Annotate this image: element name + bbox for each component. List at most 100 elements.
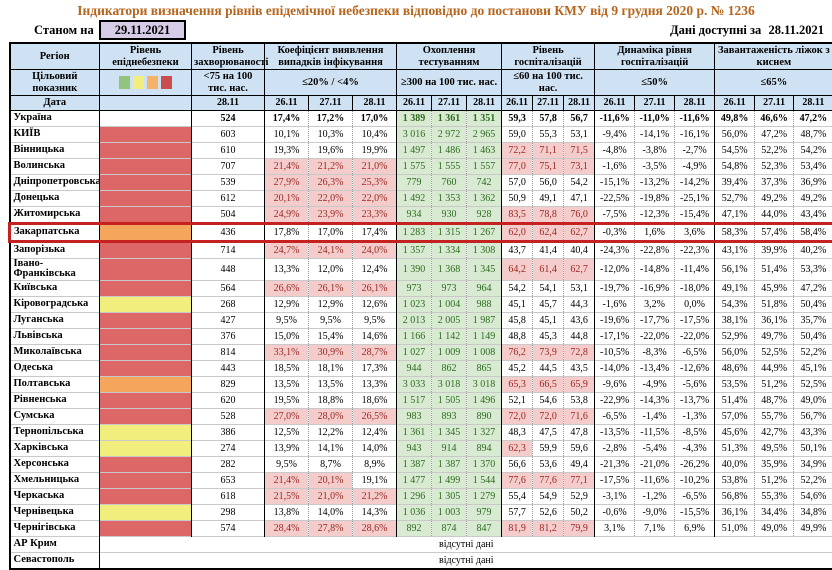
- region-name: Житомирська: [10, 206, 100, 223]
- value-cell: 1 357: [397, 241, 432, 258]
- value-cell: 7,1%: [635, 521, 675, 537]
- value-cell: 81,9: [502, 521, 533, 537]
- value-cell: -10,2%: [675, 473, 715, 489]
- value-cell: 44,5: [533, 361, 564, 377]
- value-cell: -12,3%: [635, 206, 675, 223]
- value-cell: 43,3%: [794, 425, 832, 441]
- value-cell: 13,3%: [265, 258, 309, 280]
- level-cell: [100, 313, 192, 329]
- value-cell: 47,1: [564, 190, 595, 206]
- region-name: Херсонська: [10, 457, 100, 473]
- value-cell: 49,8%: [715, 110, 755, 126]
- value-cell: -22,8%: [635, 241, 675, 258]
- value-cell: 30,9%: [309, 345, 353, 361]
- value-cell: 21,4%: [265, 158, 309, 174]
- value-cell: 1 351: [467, 110, 502, 126]
- level-cell: [100, 297, 192, 313]
- value-cell: 1 390: [397, 258, 432, 280]
- value-cell: 973: [432, 281, 467, 297]
- value-cell: -1,2%: [635, 489, 675, 505]
- value-cell: 52,2%: [794, 473, 832, 489]
- value-cell: 59,3: [502, 110, 533, 126]
- value-cell: 1 305: [432, 489, 467, 505]
- value-cell: -14,3%: [635, 393, 675, 409]
- group-label-oxygen-beds: Завантаженість ліжок з киснем: [715, 43, 832, 70]
- value-cell: 3 018: [432, 377, 467, 393]
- value-cell: -11,5%: [635, 425, 675, 441]
- value-cell: 19,3%: [265, 142, 309, 158]
- value-cell: -9,0%: [635, 505, 675, 521]
- value-cell: 59,6: [564, 441, 595, 457]
- region-name: Кіровоградська: [10, 297, 100, 313]
- value-cell: 55,3%: [755, 489, 794, 505]
- level-cell: [100, 110, 192, 126]
- value-cell: 56,7: [564, 110, 595, 126]
- value-cell: 52,2%: [755, 142, 794, 158]
- level-cell: [100, 345, 192, 361]
- threshold-hosp-dynamics: ≤50%: [595, 70, 715, 96]
- morbidity-cell: 524: [192, 110, 265, 126]
- value-cell: 53,8%: [715, 473, 755, 489]
- value-cell: 47,2%: [794, 281, 832, 297]
- value-cell: 53,4%: [794, 158, 832, 174]
- value-cell: 23,9%: [309, 206, 353, 223]
- value-cell: 1 009: [432, 345, 467, 361]
- date-cell: 26.11: [265, 96, 309, 111]
- value-cell: 3 016: [397, 126, 432, 142]
- value-cell: 62,7: [564, 258, 595, 280]
- level-cell: [100, 505, 192, 521]
- date-cell: 28.11: [564, 96, 595, 111]
- morbidity-cell: 376: [192, 329, 265, 345]
- value-cell: 1 267: [467, 223, 502, 241]
- value-cell: 12,6%: [353, 297, 397, 313]
- region-name: Чернівецька: [10, 505, 100, 521]
- morbidity-cell: 574: [192, 521, 265, 537]
- value-cell: 17,8%: [265, 223, 309, 241]
- value-cell: 62,3: [502, 441, 533, 457]
- region-name: Закарпатська: [10, 223, 100, 241]
- group-label-hosp-dynamics: Динаміка рівня госпіталізацій: [595, 43, 715, 70]
- value-cell: 964: [467, 281, 502, 297]
- level-cell: [100, 206, 192, 223]
- region-name: Севастополь: [10, 553, 100, 570]
- group-label-testing: Охоплення тестуванням: [397, 43, 502, 70]
- region-name: Запорізька: [10, 241, 100, 258]
- region-name: Одеська: [10, 361, 100, 377]
- date-cell: 28.11: [353, 96, 397, 111]
- value-cell: 1 003: [432, 505, 467, 521]
- legend-swatch: [133, 76, 144, 89]
- page-title: Індикатори визначення рівнів епідемічної…: [0, 0, 832, 20]
- region-name: Харківська: [10, 441, 100, 457]
- region-name: Черкаська: [10, 489, 100, 505]
- date-cell: 26.11: [595, 96, 635, 111]
- value-cell: -11,6%: [675, 110, 715, 126]
- value-cell: 44,3: [564, 297, 595, 313]
- value-cell: 27,8%: [309, 521, 353, 537]
- value-cell: 59,0: [502, 126, 533, 142]
- value-cell: 50,1%: [794, 441, 832, 457]
- value-cell: 21,0%: [353, 158, 397, 174]
- legend-swatch: [161, 76, 172, 89]
- value-cell: 36,1%: [715, 505, 755, 521]
- value-cell: -22,9%: [595, 393, 635, 409]
- morbidity-cell: 282: [192, 457, 265, 473]
- value-cell: 34,4%: [755, 505, 794, 521]
- value-cell: 18,5%: [265, 361, 309, 377]
- value-cell: 26,6%: [265, 281, 309, 297]
- value-cell: 78,8: [533, 206, 564, 223]
- value-cell: -14,8%: [635, 258, 675, 280]
- value-cell: 14,6%: [353, 329, 397, 345]
- value-cell: -25,1%: [675, 190, 715, 206]
- morbidity-cell: 448: [192, 258, 265, 280]
- value-cell: 26,1%: [309, 281, 353, 297]
- value-cell: 76,0: [564, 206, 595, 223]
- morbidity-cell: 653: [192, 473, 265, 489]
- value-cell: 56,6: [502, 457, 533, 473]
- value-cell: 54,8%: [715, 158, 755, 174]
- value-cell: 3 033: [397, 377, 432, 393]
